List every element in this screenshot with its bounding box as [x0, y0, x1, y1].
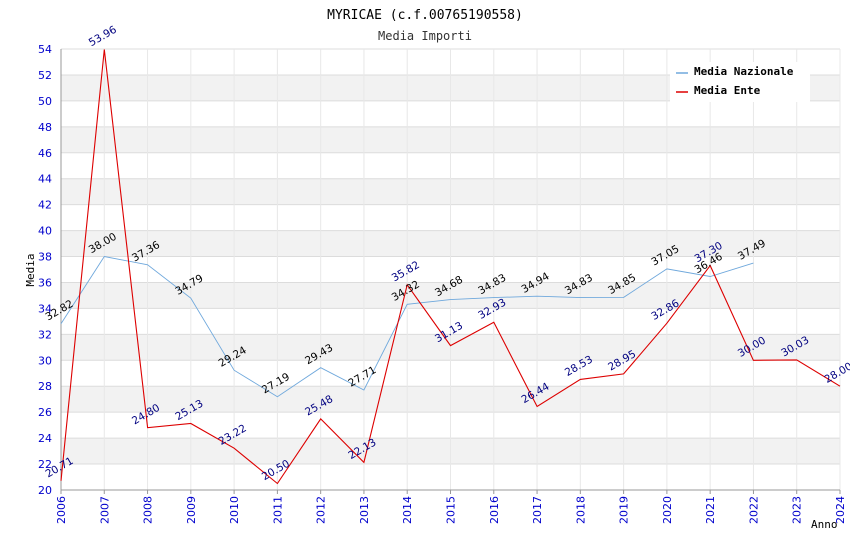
- y-tick-28: 28: [38, 380, 52, 393]
- legend-label-media-ente: Media Ente: [694, 84, 761, 97]
- y-tick-38: 38: [38, 251, 52, 264]
- y-tick-42: 42: [38, 199, 52, 212]
- y-tick-48: 48: [38, 121, 52, 134]
- y-tick-30: 30: [38, 354, 52, 367]
- x-tick-2016: 2016: [488, 496, 501, 524]
- axes: [60, 49, 841, 494]
- x-tick-2009: 2009: [185, 496, 198, 524]
- x-tick-2018: 2018: [574, 496, 587, 524]
- x-tick-2008: 2008: [142, 496, 155, 524]
- x-tick-2015: 2015: [445, 496, 458, 524]
- legend-box: [670, 62, 810, 102]
- x-axis-label: Anno: [811, 518, 838, 531]
- x-tick-2023: 2023: [791, 496, 804, 524]
- legend-label-media-nazionale: Media Nazionale: [694, 65, 794, 78]
- y-tick-34: 34: [38, 302, 52, 315]
- y-axis-label: Media: [24, 253, 37, 286]
- series-line-media-nazionale: [60, 256, 754, 398]
- x-tick-2024: 2024: [834, 496, 847, 524]
- y-tick-54: 54: [38, 43, 52, 56]
- legend: Media Nazionale Media Ente: [670, 62, 810, 102]
- series-line-media-ente: [60, 49, 841, 485]
- x-tick-2017: 2017: [531, 496, 544, 524]
- y-tick-40: 40: [38, 225, 52, 238]
- y-tick-32: 32: [38, 328, 52, 341]
- y-tick-44: 44: [38, 173, 52, 186]
- x-tick-2007: 2007: [98, 496, 111, 524]
- x-tick-2012: 2012: [315, 496, 328, 524]
- y-tick-labels: 20 22 24 26 28 30 32 34 36 38 40 42 44 46 48 50 52 54: [38, 43, 52, 497]
- x-tick-2014: 2014: [401, 496, 414, 524]
- y-tick-20: 20: [38, 484, 52, 497]
- y-tick-36: 36: [38, 276, 52, 289]
- x-tick-2006: 2006: [55, 496, 68, 524]
- x-tick-2021: 2021: [704, 496, 717, 524]
- series-lines: [60, 49, 841, 485]
- y-tick-24: 24: [38, 432, 52, 445]
- y-tick-52: 52: [38, 69, 52, 82]
- y-tick-50: 50: [38, 95, 52, 108]
- x-tick-2022: 2022: [747, 496, 760, 524]
- y-tick-22: 22: [38, 458, 52, 471]
- y-tick-26: 26: [38, 406, 52, 419]
- chart-title: MYRICAE (c.f.00765190558): [327, 8, 523, 23]
- data-label-media-ente-2024: 28.00: [823, 360, 850, 385]
- x-tick-2010: 2010: [228, 496, 241, 524]
- x-tick-2011: 2011: [271, 496, 284, 524]
- chart-subtitle: Media Importi: [378, 29, 472, 43]
- x-tick-labels: 2006 2007 2008 2009 2010 2011 2012 2013 2014 2015…: [55, 496, 847, 524]
- x-tick-2020: 2020: [661, 496, 674, 524]
- x-tick-2019: 2019: [618, 496, 631, 524]
- x-tick-2013: 2013: [358, 496, 371, 524]
- data-label-media-ente-2007: 53.96: [87, 24, 119, 50]
- gridlines: [60, 48, 841, 491]
- y-tick-46: 46: [38, 147, 52, 160]
